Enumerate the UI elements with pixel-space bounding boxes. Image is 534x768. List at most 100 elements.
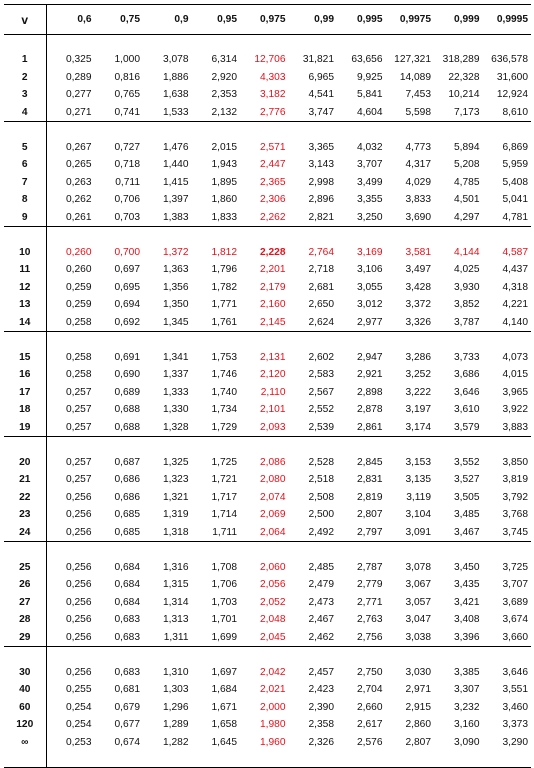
critical-value-cell: 1,721 [211,474,238,486]
critical-value-cell: 1,886 [163,71,189,83]
spacer-cell [46,35,95,52]
critical-value-cell: 0,706 [114,194,141,206]
critical-value-cell: 3,733 [454,351,480,363]
spacer-cell [191,436,240,454]
spacer-cell [46,121,95,139]
critical-value-cell: 3,169 [357,246,383,258]
critical-value-cell: 3,690 [405,212,432,224]
critical-value-cell: 2,048 [260,614,286,626]
critical-value-cell: 2,120 [260,369,286,381]
spacer-cell [4,436,47,454]
critical-value-cell: 3,030 [405,666,432,678]
critical-value-cell: 2,390 [308,701,335,713]
spacer-cell [240,35,289,52]
critical-value-cell: 2,898 [357,386,383,398]
spacer-cell [94,646,143,664]
critical-value-cell: 9,925 [357,71,383,83]
critical-value-cell: 2,179 [260,281,286,293]
critical-value-cell: 0,265 [66,159,92,171]
critical-value-cell: 3,372 [405,299,432,311]
critical-value-cell: 5,894 [454,141,480,153]
critical-value-cell: 2,771 [357,596,383,608]
probability-header: 0,995 [337,4,386,35]
degrees-of-freedom-cell: 21 [4,470,47,489]
critical-value-cell: 4,303 [260,71,286,83]
critical-value-cell: 5,598 [405,107,432,119]
critical-value-cell: 4,029 [405,176,432,188]
critical-value-cell: 4,073 [502,351,529,363]
table-row: 19 0,257 0,688 1,328 1,729 2,093 2,539 2,861 3,1… [4,418,531,437]
critical-value-cell: 0,685 [114,509,141,521]
critical-value-cell: 1,717 [211,491,238,503]
spacer-cell [386,35,435,52]
spacer-cell [288,646,337,664]
critical-value-cell: 1,323 [163,474,189,486]
critical-value-cell: 0,688 [114,404,141,416]
critical-value-cell: 1,319 [163,509,189,521]
critical-value-cell: 3,747 [308,107,335,119]
table-row: 20 0,257 0,687 1,325 1,725 2,086 2,528 2,845 3,1… [4,453,531,471]
critical-value-cell: 0,688 [114,421,141,433]
spacer-cell [434,35,483,52]
critical-value-cell: 0,256 [66,561,92,573]
critical-value-cell: 1,310 [163,666,189,678]
critical-value-cell: 2,045 [260,631,286,643]
spacer-cell [143,751,192,768]
spacer-cell [337,751,386,768]
critical-value-cell: 5,959 [502,159,529,171]
spacer-cell [240,751,289,768]
critical-value-cell: 1,282 [163,736,189,748]
critical-value-cell: 1,000 [114,54,141,66]
critical-value-cell: 0,257 [66,474,92,486]
critical-value-cell: 2,552 [308,404,335,416]
critical-value-cell: 318,289 [442,54,480,66]
critical-value-cell: 63,656 [351,54,383,66]
critical-value-cell: 2,567 [308,386,335,398]
critical-value-cell: 3,579 [454,421,480,433]
critical-value-cell: 0,684 [114,579,141,591]
header-row: v 0,6 0,75 0,9 0,95 0,975 0,99 0,995 0,9… [4,4,531,35]
group-separator [4,331,531,349]
critical-value-cell: 1,703 [211,596,238,608]
spacer-cell [143,35,192,52]
critical-value-cell: 2,878 [357,404,383,416]
critical-value-cell: 0,686 [114,491,141,503]
t-distribution-table: v 0,6 0,75 0,9 0,95 0,975 0,99 0,995 0,9… [4,4,531,768]
critical-value-cell: 3,106 [357,264,383,276]
degrees-of-freedom-cell: 20 [4,453,47,471]
critical-value-cell: 6,965 [308,71,335,83]
critical-value-cell: 1,943 [211,159,238,171]
degrees-of-freedom-cell: 29 [4,628,47,647]
critical-value-cell: 2,681 [308,281,335,293]
table-row: 26 0,256 0,684 1,315 1,706 2,056 2,479 2,779 3,0… [4,575,531,594]
critical-value-cell: 6,314 [211,54,238,66]
critical-value-cell: 0,683 [114,631,141,643]
critical-value-cell: 1,734 [211,404,238,416]
critical-value-cell: 3,660 [502,631,529,643]
spacer-cell [289,751,338,768]
spacer-cell [288,121,337,139]
critical-value-cell: 3,250 [357,212,383,224]
degrees-of-freedom-cell: 4 [4,103,47,122]
critical-value-cell: 4,437 [502,264,529,276]
critical-value-cell: 0,741 [114,107,141,119]
critical-value-cell: 2,056 [260,579,286,591]
degrees-of-freedom-cell: 30 [4,663,47,681]
critical-value-cell: 4,785 [454,176,480,188]
critical-value-cell: 2,539 [308,421,335,433]
spacer-cell [191,226,240,244]
critical-value-cell: 1,706 [211,579,238,591]
critical-value-cell: 3,408 [454,614,480,626]
critical-value-cell: 1,289 [163,719,189,731]
table-row: 24 0,256 0,685 1,318 1,711 2,064 2,492 2,797 3,0… [4,523,531,542]
critical-value-cell: 2,576 [357,736,383,748]
spacer-cell [288,436,337,454]
critical-value-cell: 2,306 [260,194,286,206]
critical-value-cell: 2,074 [260,491,286,503]
critical-value-cell: 2,998 [308,176,335,188]
critical-value-cell: 4,587 [502,246,529,258]
spacer-cell [483,751,532,768]
critical-value-cell: 2,423 [308,684,335,696]
critical-value-cell: 2,132 [211,107,238,119]
group-separator [4,226,531,244]
